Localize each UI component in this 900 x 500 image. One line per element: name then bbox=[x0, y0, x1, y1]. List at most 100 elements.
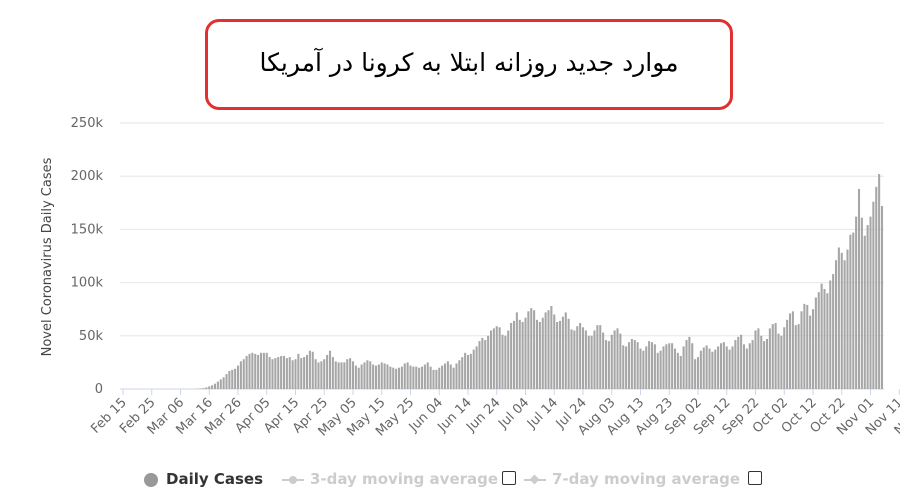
bar[interactable] bbox=[656, 352, 659, 389]
bar[interactable] bbox=[763, 341, 766, 389]
bar[interactable] bbox=[573, 330, 576, 389]
bar[interactable] bbox=[231, 369, 234, 389]
bar[interactable] bbox=[343, 362, 346, 389]
bar[interactable] bbox=[262, 352, 265, 389]
bar[interactable] bbox=[604, 340, 608, 389]
bar[interactable] bbox=[570, 329, 573, 389]
bar[interactable] bbox=[596, 325, 599, 389]
bar[interactable] bbox=[349, 358, 352, 389]
bar[interactable] bbox=[288, 357, 291, 389]
bar[interactable] bbox=[869, 216, 872, 389]
bar[interactable] bbox=[487, 335, 490, 389]
bar[interactable] bbox=[863, 235, 866, 389]
bar[interactable] bbox=[829, 280, 832, 389]
bar[interactable] bbox=[392, 367, 395, 389]
bar[interactable] bbox=[714, 349, 717, 389]
bar[interactable] bbox=[849, 234, 852, 389]
bar[interactable] bbox=[751, 340, 754, 389]
bar[interactable] bbox=[280, 356, 283, 389]
bar[interactable] bbox=[409, 365, 412, 389]
bar[interactable] bbox=[498, 327, 501, 389]
bar[interactable] bbox=[553, 314, 556, 389]
bar[interactable] bbox=[515, 312, 518, 389]
bar[interactable] bbox=[561, 316, 564, 389]
bar[interactable] bbox=[213, 383, 217, 389]
bar[interactable] bbox=[291, 360, 294, 389]
bar[interactable] bbox=[731, 346, 734, 389]
bar[interactable] bbox=[777, 333, 780, 389]
bar[interactable] bbox=[803, 303, 806, 389]
bar[interactable] bbox=[389, 366, 392, 389]
bar[interactable] bbox=[527, 311, 530, 389]
bar[interactable] bbox=[742, 344, 746, 389]
bar[interactable] bbox=[274, 358, 277, 389]
bar[interactable] bbox=[800, 311, 803, 389]
bar[interactable] bbox=[717, 346, 720, 389]
bar[interactable] bbox=[760, 335, 763, 389]
bar[interactable] bbox=[282, 356, 286, 389]
bar[interactable] bbox=[469, 353, 472, 389]
bar[interactable] bbox=[346, 359, 349, 389]
bar[interactable] bbox=[441, 365, 444, 389]
bar[interactable] bbox=[728, 349, 731, 389]
bar[interactable] bbox=[510, 323, 513, 389]
bar[interactable] bbox=[788, 313, 792, 389]
bar[interactable] bbox=[372, 364, 375, 389]
bar[interactable] bbox=[285, 358, 288, 389]
bar[interactable] bbox=[665, 344, 668, 389]
bar[interactable] bbox=[501, 334, 504, 389]
bar[interactable] bbox=[216, 381, 219, 389]
bar[interactable] bbox=[518, 319, 521, 389]
bar[interactable] bbox=[814, 297, 817, 390]
bar[interactable] bbox=[771, 324, 774, 389]
bar[interactable] bbox=[696, 357, 700, 389]
bar[interactable] bbox=[452, 367, 455, 389]
bar[interactable] bbox=[875, 186, 878, 389]
bar[interactable] bbox=[679, 356, 682, 389]
bar[interactable] bbox=[311, 351, 314, 389]
bar[interactable] bbox=[645, 346, 648, 389]
bar[interactable] bbox=[340, 362, 343, 389]
bar[interactable] bbox=[855, 216, 858, 389]
bar[interactable] bbox=[682, 346, 685, 389]
bar[interactable] bbox=[337, 362, 340, 389]
bar[interactable] bbox=[374, 365, 378, 389]
bar[interactable] bbox=[323, 359, 326, 389]
bar[interactable] bbox=[504, 335, 507, 389]
bar[interactable] bbox=[326, 354, 329, 389]
bar[interactable] bbox=[564, 312, 567, 389]
bar[interactable] bbox=[880, 205, 884, 389]
bar[interactable] bbox=[383, 363, 386, 389]
bar[interactable] bbox=[492, 328, 495, 389]
bar[interactable] bbox=[363, 362, 366, 389]
bar[interactable] bbox=[521, 321, 524, 389]
bar[interactable] bbox=[455, 363, 458, 389]
bar[interactable] bbox=[466, 354, 470, 389]
bar[interactable] bbox=[659, 350, 662, 389]
bar[interactable] bbox=[303, 357, 306, 389]
bar[interactable] bbox=[438, 367, 441, 389]
bar[interactable] bbox=[395, 368, 398, 389]
bar[interactable] bbox=[806, 304, 809, 389]
bar[interactable] bbox=[817, 292, 820, 389]
bar[interactable] bbox=[300, 358, 303, 389]
bar[interactable] bbox=[377, 364, 380, 389]
bar[interactable] bbox=[369, 361, 372, 389]
bar[interactable] bbox=[458, 360, 461, 389]
bar[interactable] bbox=[602, 332, 605, 389]
bar[interactable] bbox=[251, 352, 254, 389]
bar[interactable] bbox=[567, 318, 570, 389]
bar[interactable] bbox=[495, 326, 498, 389]
bar[interactable] bbox=[636, 342, 639, 389]
bar[interactable] bbox=[754, 330, 757, 389]
legend-item-daily-cases[interactable]: Daily Cases bbox=[144, 466, 263, 492]
bar[interactable] bbox=[245, 356, 248, 389]
bar[interactable] bbox=[228, 370, 231, 389]
bar[interactable] bbox=[489, 330, 493, 389]
bar[interactable] bbox=[351, 361, 355, 389]
bar[interactable] bbox=[765, 338, 769, 389]
bar[interactable] bbox=[774, 323, 777, 389]
bar[interactable] bbox=[673, 348, 677, 389]
bar[interactable] bbox=[412, 366, 415, 389]
bar[interactable] bbox=[794, 325, 797, 389]
